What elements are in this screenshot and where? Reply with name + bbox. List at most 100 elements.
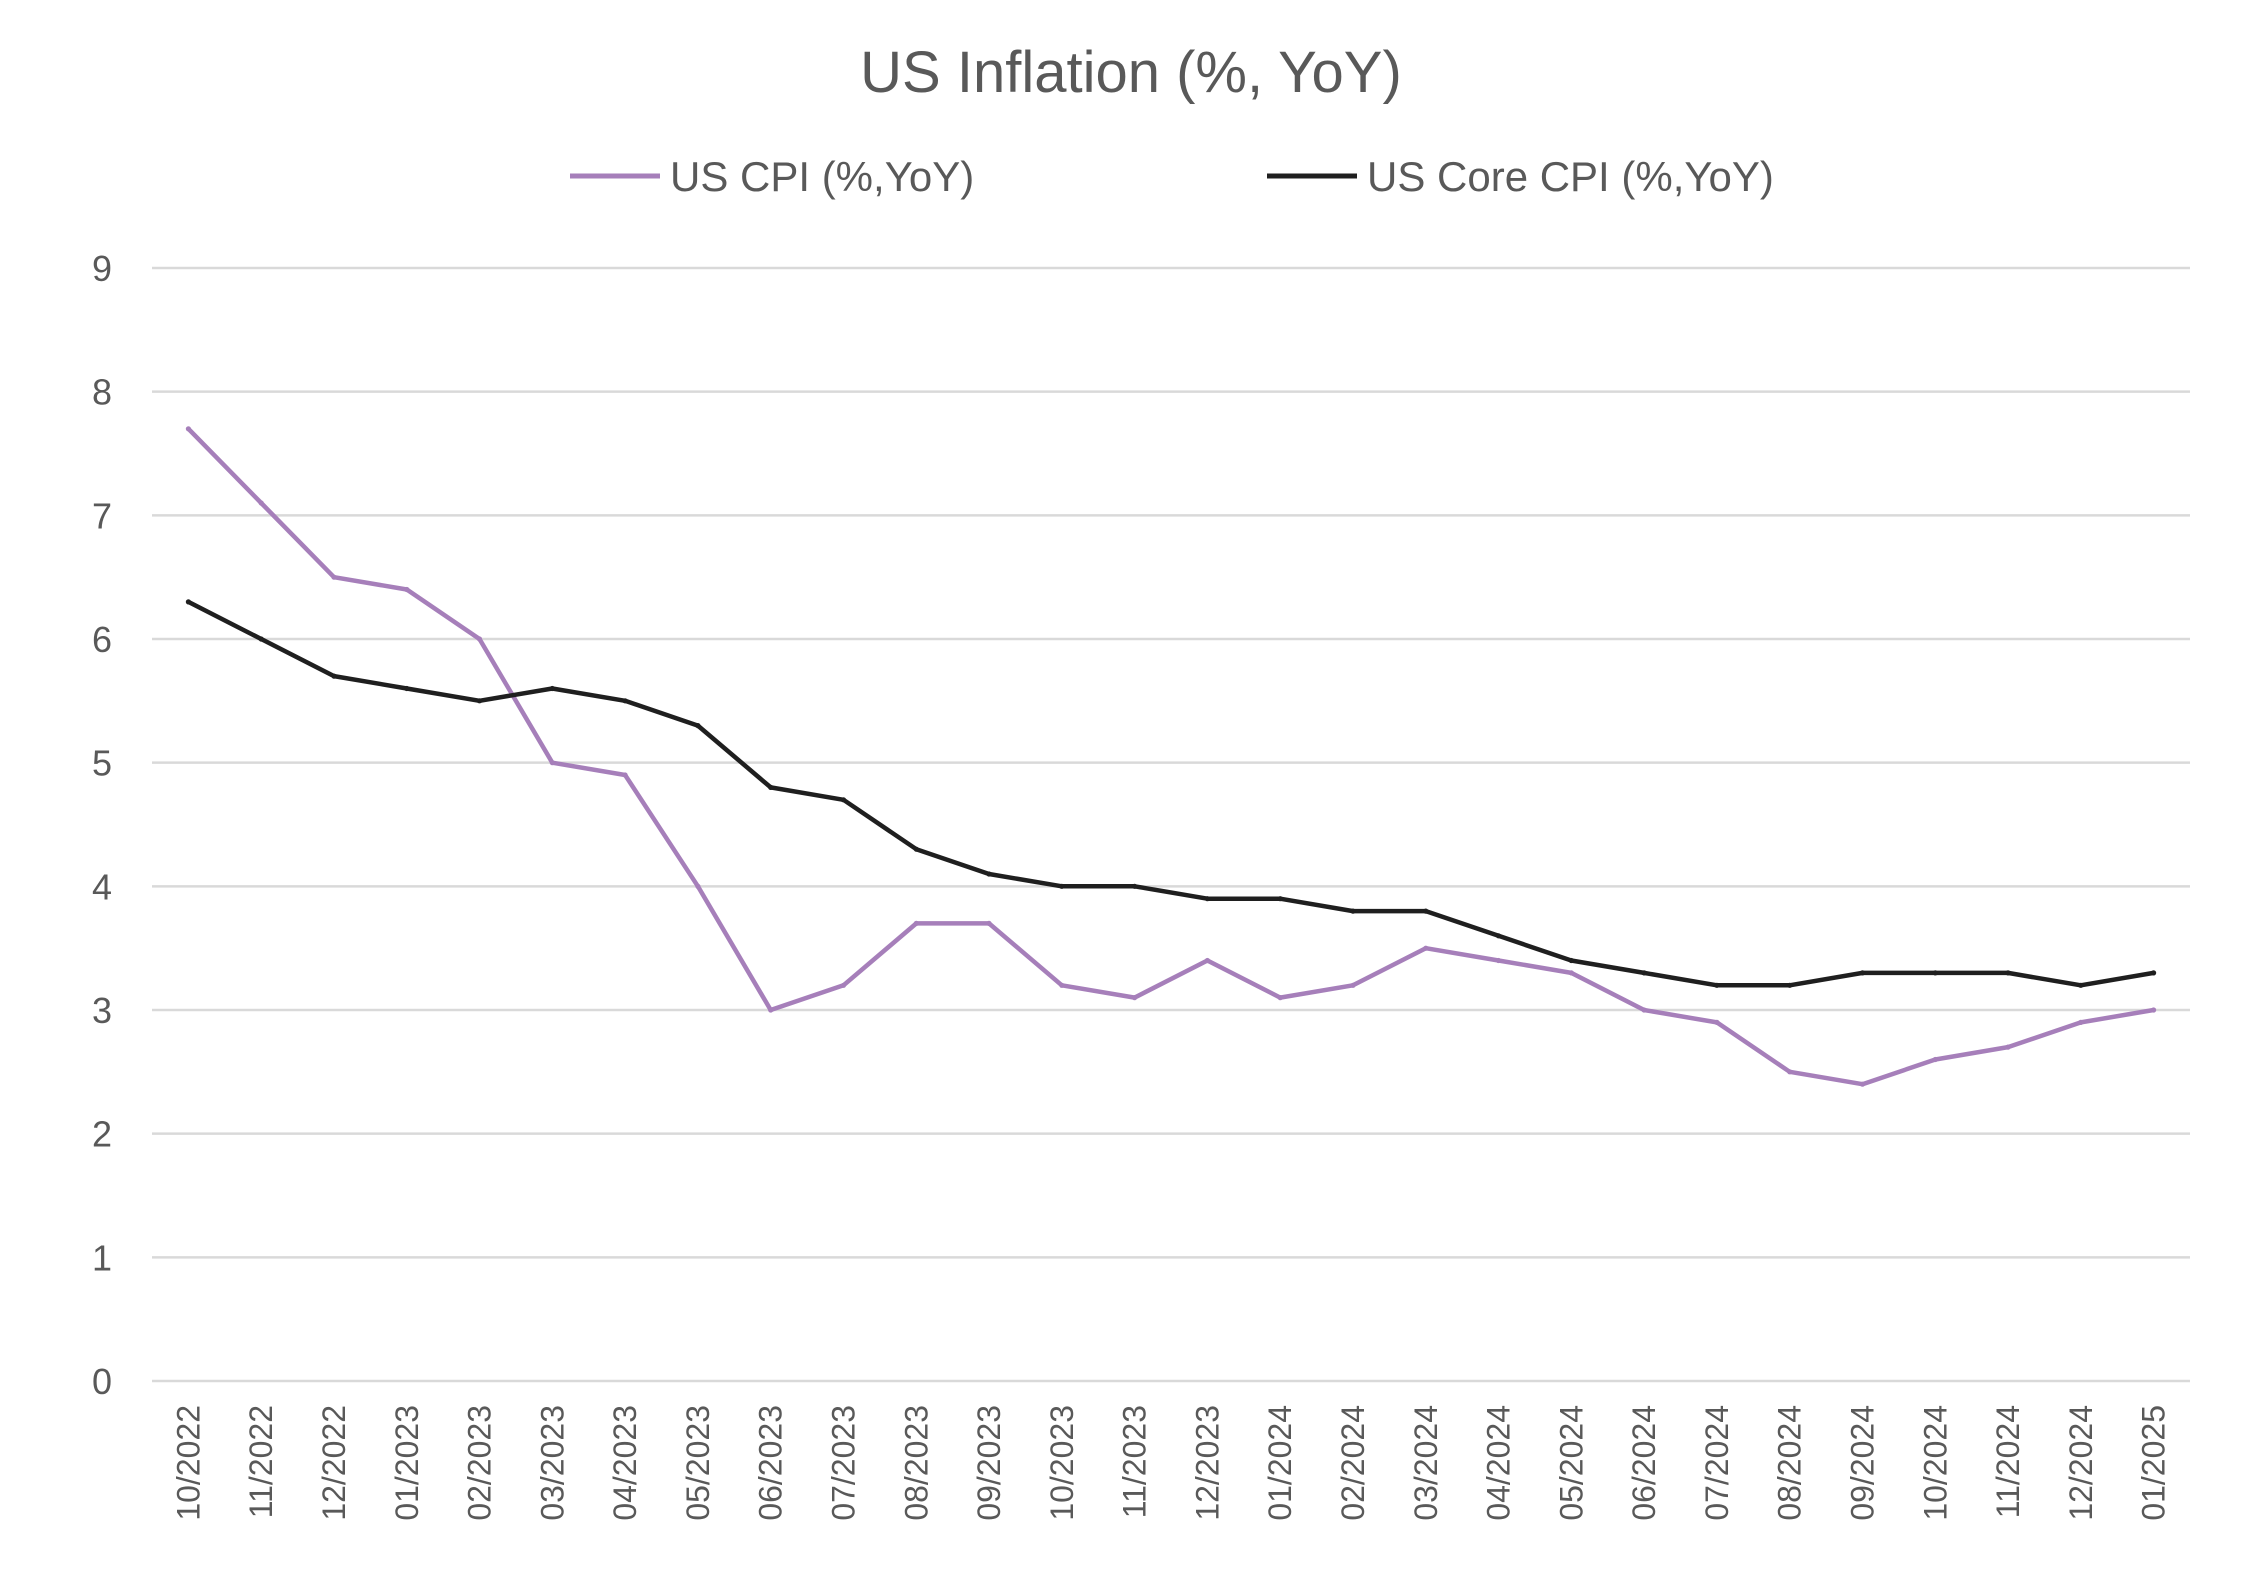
data-point: [768, 1007, 774, 1013]
data-point: [185, 426, 191, 432]
data-point: [549, 685, 555, 692]
data-point: [1059, 982, 1065, 988]
data-point: [1787, 1069, 1793, 1075]
x-tick-label: 03/2023: [534, 1405, 570, 1521]
data-point: [2078, 1019, 2084, 1025]
x-tick-label: 10/2022: [170, 1405, 206, 1521]
data-point: [1132, 883, 1138, 889]
x-tick-label: 12/2024: [2063, 1405, 2099, 1521]
legend-item: US CPI (%,YoY): [570, 153, 974, 200]
x-tick-label: 11/2024: [1990, 1405, 2026, 1518]
x-tick-label: 01/2025: [2136, 1405, 2172, 1521]
data-point: [1641, 1007, 1647, 1013]
data-point: [1423, 908, 1429, 914]
x-tick-label: 12/2023: [1189, 1405, 1225, 1521]
data-point: [1641, 970, 1647, 976]
data-point: [695, 883, 701, 889]
legend-label: US CPI (%,YoY): [670, 153, 974, 200]
data-point: [1787, 982, 1793, 988]
data-point: [1350, 908, 1356, 914]
data-point: [1132, 995, 1138, 1001]
data-point: [404, 586, 410, 593]
data-point: [1204, 896, 1210, 902]
data-point: [1495, 957, 1502, 964]
data-point: [1495, 933, 1502, 939]
series-us-cpi: [185, 426, 2157, 1087]
data-point: [331, 574, 337, 580]
data-point: [258, 500, 264, 506]
x-tick-label: 02/2024: [1335, 1405, 1371, 1521]
data-point: [1350, 982, 1356, 988]
data-point: [913, 846, 919, 852]
x-tick-label: 11/2023: [1117, 1405, 1153, 1518]
data-point: [2151, 970, 2157, 976]
legend: US CPI (%,YoY) US Core CPI (%,YoY): [570, 153, 1774, 200]
data-point: [695, 723, 701, 729]
y-tick-label: 5: [92, 743, 112, 784]
data-point: [1204, 957, 1210, 964]
x-tick-label: 12/2022: [316, 1405, 352, 1521]
x-axis: 10/2022 11/2022 12/2022 01/2023 02/2023 03/20…: [170, 1405, 2171, 1521]
y-axis: 0 1 2 3 4 5 6 7 8 9: [92, 248, 112, 1402]
x-tick-label: 01/2023: [389, 1405, 425, 1521]
data-point: [1423, 945, 1429, 951]
data-point: [913, 920, 919, 927]
data-point: [1859, 1081, 1866, 1087]
data-point: [2078, 982, 2084, 988]
y-tick-label: 2: [92, 1114, 112, 1155]
data-point: [2005, 970, 2011, 976]
data-point: [840, 797, 847, 803]
x-tick-label: 07/2024: [1699, 1405, 1735, 1521]
data-point: [404, 685, 410, 692]
data-point: [476, 636, 483, 642]
data-point: [1714, 1019, 1720, 1025]
data-point: [986, 920, 992, 927]
data-point: [622, 772, 628, 778]
x-tick-label: 01/2024: [1262, 1405, 1298, 1521]
data-point: [768, 784, 774, 791]
series-line: [186, 599, 2156, 988]
data-point: [185, 599, 191, 605]
chart-title: US Inflation (%, YoY): [860, 40, 1402, 105]
data-point: [1932, 970, 1938, 976]
series-us-core-cpi: [185, 599, 2157, 988]
y-tick-label: 3: [92, 990, 112, 1031]
x-tick-label: 07/2023: [825, 1405, 861, 1521]
x-tick-label: 04/2024: [1481, 1405, 1517, 1521]
gridlines: [152, 266, 2190, 1383]
data-point: [1059, 883, 1065, 889]
y-tick-label: 7: [92, 495, 112, 536]
data-point: [1568, 957, 1574, 964]
y-tick-label: 1: [92, 1237, 112, 1278]
x-tick-label: 10/2023: [1044, 1405, 1080, 1521]
x-tick-label: 06/2023: [753, 1405, 789, 1521]
x-tick-label: 02/2023: [462, 1405, 498, 1521]
data-point: [258, 636, 264, 642]
y-tick-label: 6: [92, 619, 112, 660]
x-tick-label: 08/2024: [1772, 1405, 1808, 1521]
x-tick-label: 10/2024: [1917, 1405, 1953, 1521]
data-point: [986, 871, 992, 877]
x-tick-label: 06/2024: [1626, 1405, 1662, 1521]
data-point: [2005, 1044, 2011, 1050]
data-point: [549, 760, 555, 766]
x-tick-label: 05/2023: [680, 1405, 716, 1521]
y-tick-label: 4: [92, 866, 112, 907]
series-line: [186, 426, 2156, 1087]
data-point: [2151, 1007, 2157, 1013]
x-tick-label: 11/2022: [243, 1405, 279, 1518]
y-tick-label: 0: [92, 1361, 112, 1402]
x-tick-label: 05/2024: [1553, 1405, 1589, 1521]
legend-item: US Core CPI (%,YoY): [1267, 153, 1774, 200]
data-point: [622, 698, 628, 704]
data-point: [1859, 970, 1866, 976]
data-point: [1277, 995, 1283, 1001]
series-lines: [185, 426, 2157, 1087]
x-tick-label: 09/2023: [971, 1405, 1007, 1521]
y-tick-label: 8: [92, 372, 112, 413]
data-point: [476, 698, 483, 704]
x-tick-label: 08/2023: [898, 1405, 934, 1521]
data-point: [1568, 970, 1574, 976]
